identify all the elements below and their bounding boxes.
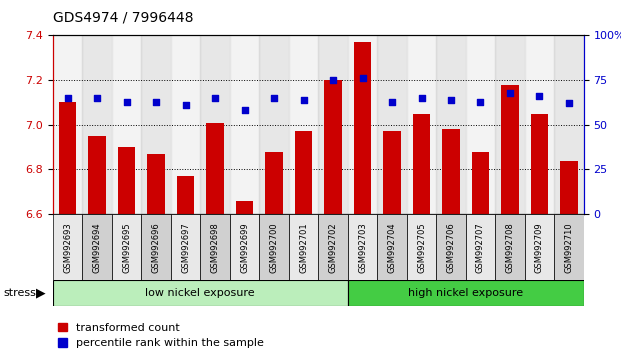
Text: stress: stress bbox=[3, 288, 36, 298]
Text: GSM992693: GSM992693 bbox=[63, 222, 72, 273]
Text: GSM992699: GSM992699 bbox=[240, 222, 249, 273]
Point bbox=[181, 102, 191, 108]
Bar bbox=[442, 129, 460, 214]
Bar bbox=[206, 122, 224, 214]
Point bbox=[92, 95, 102, 101]
Text: GSM992707: GSM992707 bbox=[476, 222, 485, 273]
Point bbox=[122, 99, 132, 104]
Bar bbox=[53, 35, 82, 214]
Bar bbox=[200, 214, 230, 280]
Bar bbox=[289, 35, 318, 214]
Text: GSM992709: GSM992709 bbox=[535, 222, 544, 273]
Bar bbox=[378, 214, 407, 280]
Text: GSM992696: GSM992696 bbox=[152, 222, 160, 273]
Bar bbox=[82, 214, 112, 280]
Bar bbox=[496, 35, 525, 214]
Bar bbox=[82, 35, 112, 214]
Text: GSM992698: GSM992698 bbox=[211, 222, 219, 273]
Bar bbox=[319, 35, 348, 214]
Point bbox=[387, 99, 397, 104]
Text: GSM992710: GSM992710 bbox=[564, 222, 573, 273]
Text: GSM992703: GSM992703 bbox=[358, 222, 367, 273]
Bar bbox=[142, 35, 171, 214]
Bar bbox=[466, 214, 496, 280]
Text: GSM992704: GSM992704 bbox=[388, 222, 396, 273]
Text: GSM992697: GSM992697 bbox=[181, 222, 190, 273]
Point bbox=[476, 99, 486, 104]
Bar bbox=[58, 102, 76, 214]
Bar bbox=[147, 154, 165, 214]
Bar bbox=[530, 114, 548, 214]
Bar bbox=[230, 214, 260, 280]
Bar bbox=[236, 201, 253, 214]
Text: GSM992708: GSM992708 bbox=[505, 222, 514, 273]
Bar bbox=[112, 35, 142, 214]
Bar bbox=[407, 35, 437, 214]
Bar bbox=[324, 80, 342, 214]
Point bbox=[240, 108, 250, 113]
Bar bbox=[472, 152, 489, 214]
Point bbox=[358, 75, 368, 81]
Bar bbox=[260, 214, 289, 280]
Bar bbox=[466, 35, 496, 214]
Legend: transformed count, percentile rank within the sample: transformed count, percentile rank withi… bbox=[58, 322, 264, 348]
Point bbox=[328, 77, 338, 83]
Bar bbox=[555, 35, 584, 214]
Point bbox=[151, 99, 161, 104]
Text: GSM992706: GSM992706 bbox=[446, 222, 455, 273]
Text: GSM992701: GSM992701 bbox=[299, 222, 308, 273]
Point bbox=[417, 95, 427, 101]
Text: GSM992694: GSM992694 bbox=[93, 222, 101, 273]
Bar bbox=[348, 214, 378, 280]
Bar bbox=[295, 131, 312, 214]
Bar bbox=[501, 85, 519, 214]
Point bbox=[63, 95, 73, 101]
Text: GSM992700: GSM992700 bbox=[270, 222, 278, 273]
Point bbox=[564, 101, 574, 106]
Bar bbox=[112, 214, 142, 280]
Bar bbox=[230, 35, 260, 214]
Text: GSM992695: GSM992695 bbox=[122, 222, 131, 273]
Bar bbox=[171, 35, 200, 214]
Bar bbox=[142, 214, 171, 280]
Bar bbox=[319, 214, 348, 280]
Text: GDS4974 / 7996448: GDS4974 / 7996448 bbox=[53, 11, 193, 25]
Text: low nickel exposure: low nickel exposure bbox=[145, 288, 255, 298]
Bar bbox=[53, 214, 82, 280]
Bar bbox=[348, 280, 584, 306]
Text: GSM992702: GSM992702 bbox=[329, 222, 337, 273]
Bar bbox=[88, 136, 106, 214]
Bar bbox=[525, 35, 555, 214]
Bar bbox=[378, 35, 407, 214]
Bar bbox=[348, 35, 378, 214]
Bar bbox=[383, 131, 401, 214]
Bar bbox=[436, 35, 466, 214]
Bar bbox=[560, 161, 578, 214]
Bar bbox=[412, 114, 430, 214]
Bar bbox=[436, 214, 466, 280]
Bar bbox=[525, 214, 555, 280]
Bar bbox=[260, 35, 289, 214]
Point bbox=[535, 93, 545, 99]
Text: ▶: ▶ bbox=[37, 286, 46, 299]
Bar bbox=[117, 147, 135, 214]
Bar bbox=[555, 214, 584, 280]
Bar bbox=[177, 176, 194, 214]
Bar bbox=[289, 214, 318, 280]
Point bbox=[299, 97, 309, 103]
Point bbox=[210, 95, 220, 101]
Bar bbox=[407, 214, 437, 280]
Bar bbox=[265, 152, 283, 214]
Point bbox=[446, 97, 456, 103]
Bar bbox=[496, 214, 525, 280]
Point bbox=[269, 95, 279, 101]
Bar bbox=[171, 214, 200, 280]
Text: GSM992705: GSM992705 bbox=[417, 222, 426, 273]
Bar bbox=[53, 280, 348, 306]
Text: high nickel exposure: high nickel exposure bbox=[408, 288, 524, 298]
Bar bbox=[354, 42, 371, 214]
Bar bbox=[200, 35, 230, 214]
Point bbox=[505, 90, 515, 96]
